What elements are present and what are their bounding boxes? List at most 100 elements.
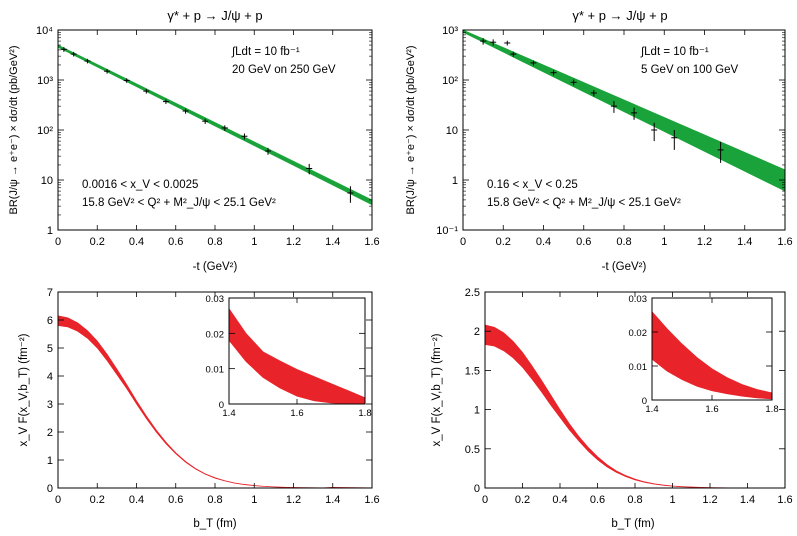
x-tick-label: 0.2 — [90, 236, 105, 248]
x-tick-label: 1.6 — [364, 494, 379, 506]
y-tick-label: 0.01 — [206, 365, 225, 376]
y-tick-label: 7 — [47, 287, 53, 299]
y-tick-label: 2.5 — [465, 287, 480, 299]
x-tick-label: 0.6 — [576, 236, 591, 248]
y-tick-label: 10² — [37, 125, 53, 137]
inset-x-ticks: 1.4 1.6 1.8 — [222, 298, 372, 419]
y-tick-label: 0.03 — [206, 294, 225, 305]
x-tick-label: 0 — [55, 494, 61, 506]
panel-bottom-right: 0 0.2 0.4 0.6 0.8 1 1.2 1.4 1.6 0 0.5 1 1.5 2 2.5 b_T… — [431, 287, 793, 530]
annotation-beam: 20 GeV on 250 GeV — [232, 64, 336, 76]
x-axis-label: b_T (fm) — [193, 518, 236, 530]
x-tick-label: 0.4 — [536, 236, 551, 248]
prediction-band — [463, 30, 785, 192]
y-tick-label: 10³ — [37, 75, 53, 87]
y-axis-label: x_V F(x_V,b_T) (fm⁻²) — [431, 333, 443, 446]
x-tick-label: 0.8 — [207, 236, 222, 248]
x-axis-label: -t (GeV²) — [193, 261, 238, 273]
x-axis-label: -t (GeV²) — [602, 261, 647, 273]
y-tick-label: 1 — [47, 225, 53, 237]
annotation-luminosity: ∫Ldt = 10 fb⁻¹ — [231, 46, 300, 58]
x-tick-label: 1.8 — [358, 408, 371, 419]
chart-title: γ* + p → J/ψ + p — [572, 8, 667, 23]
y-tick-label: 4 — [47, 371, 53, 383]
panel-top-left: γ* + p → J/ψ + p 0 0.2 0.4 0.6 0.8 1 1.2 1.4 1.6… — [8, 8, 380, 273]
y-tick-label: 2 — [474, 326, 480, 338]
y-tick-label: 1 — [452, 175, 458, 187]
x-tick-label: 0.6 — [590, 494, 605, 506]
x-tick-label: 0.4 — [129, 236, 144, 248]
y-tick-label: 1.5 — [465, 365, 480, 377]
x-ticks: 0 0.2 0.4 0.6 0.8 1 1.2 1.4 1.6 — [55, 292, 380, 506]
x-tick-label: 0.8 — [207, 494, 222, 506]
y-tick-label: 5 — [47, 343, 53, 355]
x-tick-label: 1.4 — [325, 236, 340, 248]
x-tick-label: 1 — [661, 236, 667, 248]
x-tick-label: 1.6 — [705, 404, 718, 415]
inset-plot: 1.4 1.6 1.8 0 0.01 0.02 0.03 — [629, 294, 779, 415]
annotation-luminosity: ∫Ldt = 10 fb⁻¹ — [640, 46, 709, 58]
y-tick-label: 0 — [47, 483, 53, 495]
data-points — [60, 47, 354, 203]
x-tick-label: 0.6 — [168, 494, 183, 506]
x-tick-label: 1 — [251, 236, 257, 248]
inset-x-ticks: 1.4 1.6 1.8 — [645, 298, 779, 415]
band-area — [58, 44, 372, 206]
x-tick-label: 1.6 — [364, 236, 379, 248]
density-band — [485, 324, 785, 488]
inset-band-area — [652, 311, 772, 400]
x-tick-label: 1.4 — [737, 236, 752, 248]
panel-bottom-left: 0 0.2 0.4 0.6 0.8 1 1.2 1.4 1.6 0 1 2 3 4 5 6 7 b_T (fm… — [18, 287, 380, 530]
prediction-band — [58, 44, 372, 206]
y-ticks: 0 0.5 1 1.5 2 2.5 — [465, 287, 785, 495]
x-ticks: 0 0.2 0.4 0.6 0.8 1 1.2 1.4 1.6 — [55, 30, 380, 248]
data-points — [480, 38, 724, 163]
x-tick-label: 1 — [251, 494, 257, 506]
y-axis-label: BR(J/ψ → e⁺e⁻) × dσ/dt (pb/GeV²) — [405, 46, 417, 215]
inset-plot: 1.4 1.6 1.8 0 0.01 0.02 0.03 — [206, 294, 372, 419]
x-tick-label: 0.2 — [496, 236, 511, 248]
y-tick-label: 10⁴ — [36, 25, 53, 37]
x-tick-label: 0 — [460, 236, 466, 248]
y-tick-label: 0 — [474, 483, 480, 495]
inset-y-ticks: 0 0.01 0.02 0.03 — [206, 294, 365, 411]
annotation-xv-range: 0.16 < x_V < 0.25 — [487, 179, 578, 191]
y-tick-label: 0.01 — [629, 362, 648, 373]
y-tick-label: 0.03 — [629, 294, 648, 305]
y-tick-label: 1 — [474, 405, 480, 417]
x-tick-label: 0.4 — [129, 494, 144, 506]
y-tick-label: 6 — [47, 315, 53, 327]
density-band — [58, 315, 372, 488]
x-tick-label: 1.4 — [740, 494, 755, 506]
inset-band-area — [229, 308, 365, 404]
x-tick-label: 0 — [55, 236, 61, 248]
y-tick-label: 0 — [642, 396, 647, 407]
band-area — [463, 30, 785, 192]
x-tick-label: 1.4 — [325, 494, 340, 506]
annotation-q2-range: 15.8 GeV² < Q² + M²_J/ψ < 25.1 GeV² — [487, 197, 681, 209]
annotation-q2-range: 15.8 GeV² < Q² + M²_J/ψ < 25.1 GeV² — [82, 197, 276, 209]
x-ticks: 0 0.2 0.4 0.6 0.8 1 1.2 1.4 1.6 — [482, 292, 793, 506]
y-tick-label: 1 — [47, 455, 53, 467]
x-tick-label: 0.6 — [168, 236, 183, 248]
y-tick-label: 10³ — [442, 25, 458, 37]
band-area — [58, 315, 372, 488]
inset-y-ticks: 0 0.01 0.02 0.03 — [629, 294, 772, 407]
x-tick-label: 1.6 — [777, 236, 792, 248]
y-tick-label: 3 — [47, 399, 53, 411]
x-axis-label: b_T (fm) — [611, 518, 654, 530]
y-axis-label: BR(J/ψ → e⁺e⁻) × dσ/dt (pb/GeV²) — [8, 46, 20, 215]
x-tick-label: 1.6 — [290, 408, 303, 419]
band-area — [485, 324, 785, 488]
inset-density-band — [652, 311, 772, 400]
inset-density-band — [229, 308, 365, 404]
y-tick-label: 10² — [442, 75, 458, 87]
y-tick-label: 0.02 — [629, 328, 648, 339]
x-ticks: 0 0.2 0.4 0.6 0.8 1 1.2 1.4 1.6 — [460, 30, 793, 248]
x-tick-label: 0.2 — [515, 494, 530, 506]
y-tick-label: 10 — [446, 125, 458, 137]
y-ticks: 1 10 10² 10³ 10⁴ — [36, 25, 372, 237]
annotation-beam: 5 GeV on 100 GeV — [641, 64, 739, 76]
x-tick-label: 0.2 — [90, 494, 105, 506]
